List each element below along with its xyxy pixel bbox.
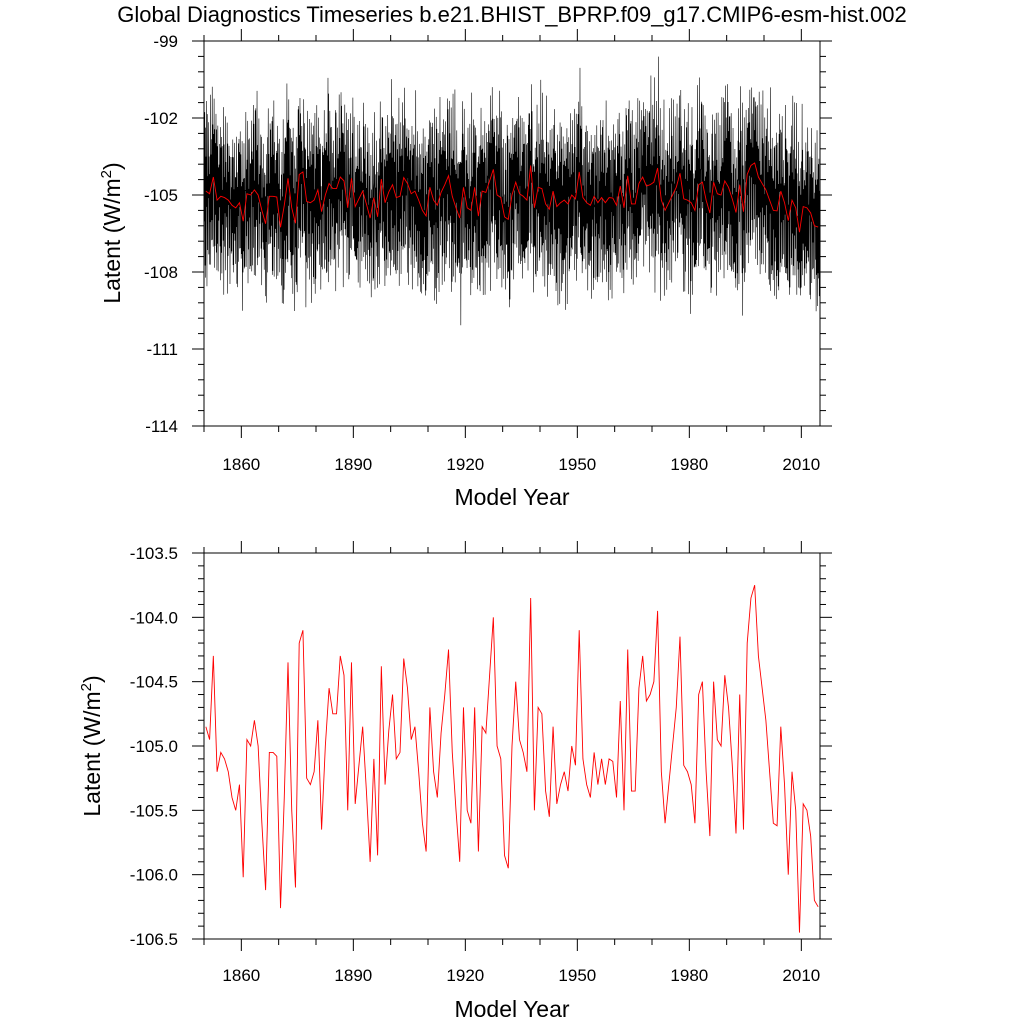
plot-area [205,585,819,933]
y-tick-label: -105 [144,186,178,205]
y-tick-label: -104.0 [130,608,178,627]
x-tick-label: 1950 [558,966,596,985]
y-tick-label: -106.5 [130,930,178,949]
x-tick-label: 1890 [334,455,372,474]
y-tick-label: -105.0 [130,737,178,756]
y-tick-label: -99 [153,32,178,51]
x-tick-label: 2010 [782,966,820,985]
y-tick-label: -108 [144,263,178,282]
y-tick-label: -111 [146,340,178,359]
x-tick-label: 1860 [222,966,260,985]
annual-mean-line [205,585,819,933]
x-tick-label: 2010 [782,455,820,474]
plot-area [204,56,820,326]
plot-frame [203,40,821,427]
y-tick-label: -105.5 [130,801,178,820]
y-tick-label: -104.5 [130,673,178,692]
x-tick-label: 1920 [446,455,484,474]
y-tick-label: -106.0 [130,866,178,885]
y-tick-label: -102 [144,109,178,128]
page-title: Global Diagnostics Timeseries b.e21.BHIS… [117,2,907,27]
top-panel-monthly-timeseries: 1860 1890 1920 1950 1980 2010 -99 -102 -105 -108 -… [98,29,832,510]
y-axis-title: Latent (W/m2) [98,162,125,303]
x-tick-label: 1980 [670,966,708,985]
x-tick-label: 1950 [558,455,596,474]
bottom-panel-annual-timeseries: 1860 1890 1920 1950 1980 2010 -103.5 -104.0 -104… [78,541,832,1022]
monthly-line [204,56,820,326]
y-axis-title: Latent (W/m2) [78,675,105,816]
annual-mean-line [205,162,819,233]
x-axis-title: Model Year [454,484,569,510]
x-tick-label: 1890 [334,966,372,985]
x-tick-label: 1980 [670,455,708,474]
x-tick-label: 1860 [222,455,260,474]
y-tick-label: -103.5 [130,544,178,563]
x-axis-title: Model Year [454,996,569,1022]
y-tick-label: -114 [145,417,178,436]
x-tick-label: 1920 [446,966,484,985]
